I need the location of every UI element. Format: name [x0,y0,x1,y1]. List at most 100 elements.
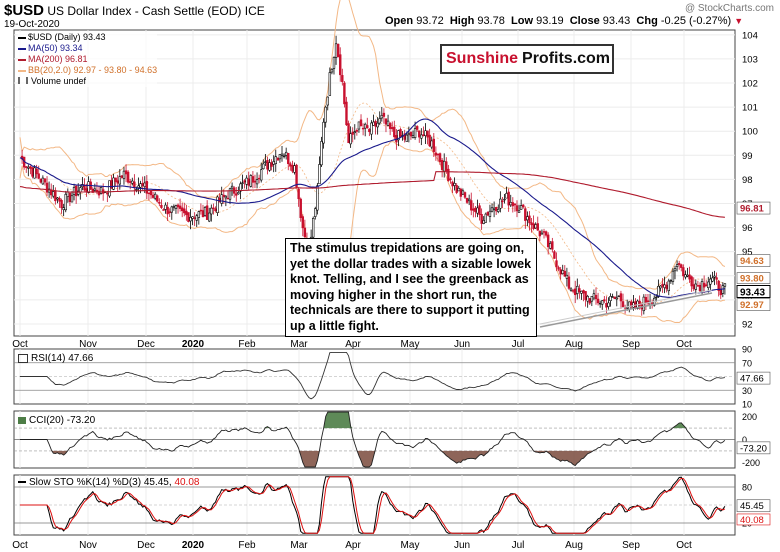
sto-tick: 80 [742,483,752,493]
legend-bb: BB(20,2.0) 92.97 - 93.80 - 94.63 [18,65,157,76]
candle [399,129,402,137]
candle [494,207,498,212]
candle [170,206,173,213]
candle [549,243,552,249]
price-tick: 104 [742,30,758,41]
candle [434,152,438,156]
candle [66,191,70,197]
candle [370,122,373,135]
candle [546,234,550,248]
candle [91,188,94,193]
close-tag: 93.43 [740,287,765,298]
candle [332,57,336,69]
candle [264,161,267,163]
candle [270,162,273,167]
candle [638,300,641,306]
low-value: 93.19 [536,15,564,27]
candle [116,180,119,184]
candle [70,195,74,203]
candle [334,43,338,58]
candle [449,178,452,180]
legend-ma50: MA(50) 93.34 [18,43,157,54]
candle [522,204,525,208]
candle [289,163,292,167]
candle [574,288,577,296]
candle [336,43,340,57]
candle [339,54,342,76]
candle [438,153,442,163]
support-line-2 [539,289,713,325]
candle [628,301,631,310]
month-label-bottom: Oct [12,540,28,551]
candle [201,210,205,217]
candle [189,217,192,222]
candle [540,232,544,235]
cci-tick: 0 [742,435,747,445]
candle [166,206,169,215]
candle [133,181,136,188]
candle [657,286,660,298]
month-label-bottom: May [401,540,420,551]
month-label: Dec [137,339,155,350]
candle [576,285,579,294]
candle [208,212,211,222]
candle [436,153,440,156]
candle [586,296,589,302]
bb-mid-tag-box [736,272,771,284]
candle [266,159,269,170]
candle [705,284,708,287]
candle [497,209,500,212]
candle [382,112,386,117]
candle [137,185,140,188]
candle [176,204,180,208]
candle [320,141,323,166]
price-tick: 98 [742,175,753,186]
candle [680,264,683,268]
price-tick: 92 [742,319,753,330]
price-tick: 101 [742,103,758,114]
candle [205,205,209,220]
candle [702,282,706,288]
candle [605,302,608,308]
candle [112,177,115,190]
candle [147,192,151,194]
candle [698,284,702,292]
candle [79,187,82,193]
candle [420,134,423,139]
month-label-bottom: 2020 [182,540,205,551]
cci-value-box [736,441,771,455]
candle [366,125,369,129]
candle [58,197,61,202]
candle [669,280,673,282]
sto-d-value: 40.08 [740,515,764,526]
candle [590,295,594,302]
candle [253,180,257,183]
candle [153,193,157,199]
candle [291,165,294,172]
rsi-tick: 10 [742,400,752,410]
month-label-bottom: Dec [137,540,155,551]
candle [472,208,475,211]
candle [247,178,250,186]
annotation-box: The stimulus trepidations are going on, … [285,238,537,337]
candle [372,121,375,126]
candle [62,207,65,210]
month-label-bottom: Mar [290,540,308,551]
candle [282,155,286,158]
candle [276,157,280,161]
copyright: @ StockCharts.com [684,3,774,14]
month-label-bottom: Apr [345,540,361,551]
candle [156,195,159,202]
candle [158,202,161,204]
candle [297,188,300,200]
cci-label: CCI(20) -73.20 [18,415,95,426]
bb-upper-tag-box [736,254,771,267]
candle [228,188,232,200]
candle [455,185,458,193]
candle [185,210,188,216]
candle [235,193,238,196]
sto-label: Slow STO %K(14) %D(3) 45.45, 40.08 [18,477,199,488]
candle [509,202,512,206]
price-tick: 95 [742,247,753,258]
legend-volume: Volume undef [18,76,157,87]
